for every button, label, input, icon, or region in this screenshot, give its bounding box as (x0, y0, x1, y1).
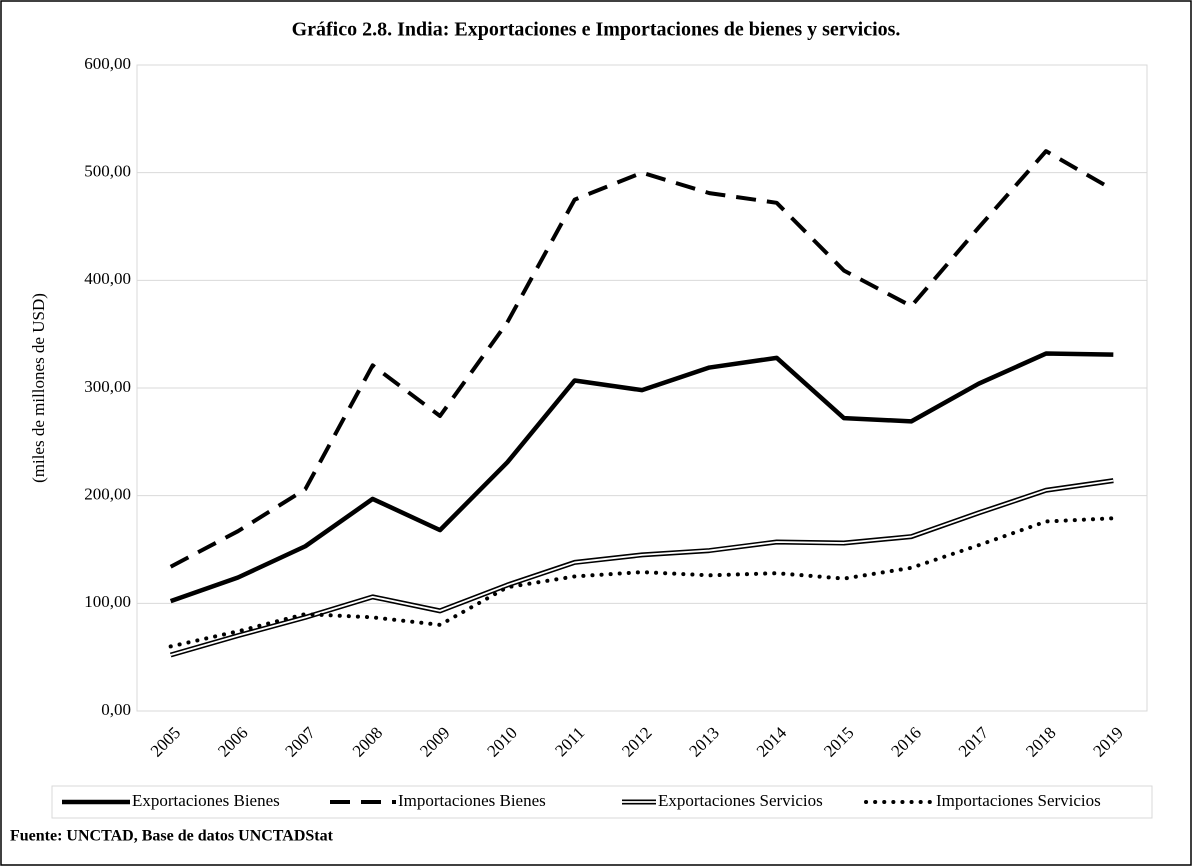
series-line-inner (170, 479, 1114, 656)
y-axis-label: (miles de millones de USD) (29, 293, 48, 483)
y-tick-label: 500,00 (84, 162, 131, 181)
legend-label: Importaciones Bienes (398, 791, 546, 810)
y-tick-label: 300,00 (84, 377, 131, 396)
legend-label: Exportaciones Servicios (658, 791, 823, 810)
legend-label: Importaciones Servicios (936, 791, 1101, 810)
series-line (169, 351, 1114, 604)
y-tick-label: 600,00 (84, 54, 131, 73)
chart-title: Gráfico 2.8. India: Exportaciones e Impo… (292, 19, 901, 41)
y-tick-label: 400,00 (84, 269, 131, 288)
series-line (169, 149, 1115, 569)
source-note: Fuente: UNCTAD, Base de datos UNCTADStat (10, 828, 334, 845)
y-tick-label: 0,00 (101, 700, 131, 719)
legend-box (51, 785, 1153, 819)
y-tick-label: 100,00 (84, 592, 131, 611)
legend-label: Exportaciones Bienes (132, 791, 280, 810)
y-tick-label: 200,00 (84, 485, 131, 504)
